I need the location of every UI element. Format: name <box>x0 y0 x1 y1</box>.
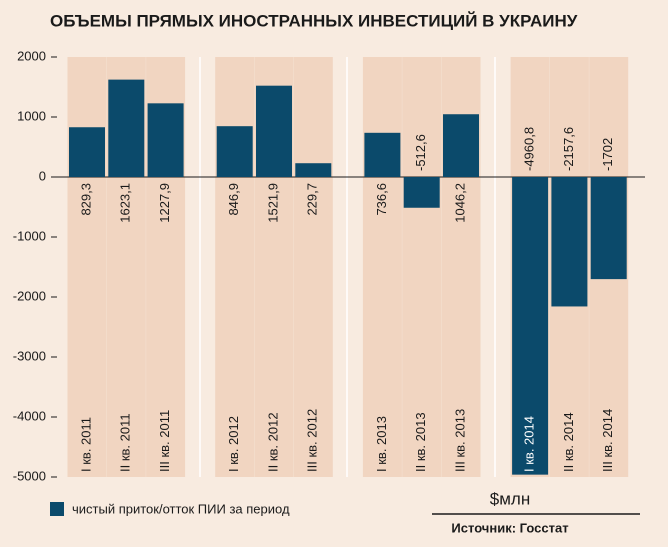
y-tick-label: -2000 <box>13 288 46 303</box>
bar <box>295 163 332 177</box>
x-tick-label: II кв. 2011 <box>118 413 133 472</box>
x-tick-label: I кв. 2011 <box>78 417 93 472</box>
x-tick-label: II кв. 2014 <box>561 412 576 472</box>
x-tick-label: III кв. 2012 <box>305 409 320 472</box>
bar <box>108 79 145 177</box>
chart-title: ОБЪЕМЫ ПРЯМЫХ ИНОСТРАННЫХ ИНВЕСТИЦИЙ В У… <box>50 11 578 30</box>
x-tick-label: III кв. 2014 <box>600 409 615 472</box>
bar <box>216 126 253 177</box>
value-label: 1227,9 <box>157 183 172 223</box>
value-label: 229,7 <box>305 183 320 216</box>
x-tick-label: I кв. 2013 <box>374 416 389 472</box>
value-label: 1623,1 <box>118 183 133 223</box>
bar <box>69 127 105 177</box>
value-label: -1702 <box>600 138 615 171</box>
value-label: -512,6 <box>413 134 428 171</box>
y-tick-label: 2000 <box>17 48 46 63</box>
column-band <box>362 57 402 477</box>
bar <box>403 177 440 208</box>
value-label: -2157,6 <box>561 127 576 171</box>
x-tick-label: III кв. 2013 <box>452 409 467 472</box>
y-tick-label: 1000 <box>17 108 46 123</box>
value-label: -4960,8 <box>522 127 537 171</box>
y-tick-label: -3000 <box>13 348 46 363</box>
x-tick-label: I кв. 2014 <box>522 416 537 472</box>
value-label: 829,3 <box>78 183 93 216</box>
unit-label: $млн <box>490 489 530 508</box>
x-tick-label: III кв. 2011 <box>157 410 172 472</box>
bar <box>512 177 549 475</box>
bar <box>147 103 184 177</box>
legend-swatch <box>50 502 64 516</box>
legend-label: чистый приток/отток ПИИ за период <box>72 501 290 516</box>
source-label: Источник: Госстат <box>451 520 568 535</box>
x-tick-label: II кв. 2013 <box>413 412 428 472</box>
column-band <box>402 57 442 477</box>
bar <box>256 85 292 177</box>
value-label: 1046,2 <box>452 183 467 223</box>
column-band <box>215 57 255 477</box>
value-label: 1521,9 <box>265 183 280 223</box>
bar <box>590 177 627 280</box>
bar <box>443 114 479 177</box>
column-band <box>293 57 333 477</box>
x-tick-label: I кв. 2012 <box>226 416 241 472</box>
bar <box>551 177 588 307</box>
bar <box>364 132 401 177</box>
value-label: 736,6 <box>374 183 389 216</box>
value-label: 846,9 <box>226 183 241 216</box>
column-band <box>67 57 107 477</box>
y-tick-label: -4000 <box>13 408 46 423</box>
y-tick-label: -1000 <box>13 228 46 243</box>
y-tick-label: -5000 <box>13 468 46 483</box>
x-tick-label: II кв. 2012 <box>265 412 280 472</box>
y-tick-label: 0 <box>39 168 46 183</box>
